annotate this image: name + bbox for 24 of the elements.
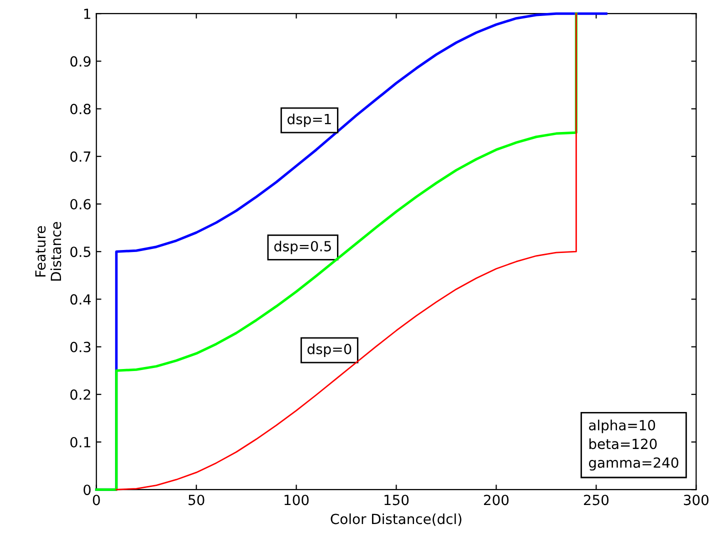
annotation: alpha=10 beta=120 gamma=240 <box>588 420 678 471</box>
x-tick-label: 50 <box>188 494 204 506</box>
series-label: dsp=1 <box>288 114 331 128</box>
series-label: dsp=0 <box>308 344 352 357</box>
y-tick-label: 1 <box>84 8 90 19</box>
x-tick-label: 100 <box>284 494 309 506</box>
y-tick-label: 0.5 <box>70 246 90 258</box>
y-tick-label: 0.2 <box>70 389 90 400</box>
y-tick-label: 0.4 <box>70 294 91 305</box>
y-tick-label: 0.8 <box>70 104 91 114</box>
x-tick-label: 150 <box>384 494 409 506</box>
x-tick-label: 250 <box>584 494 609 506</box>
x-tick-label: 200 <box>484 494 509 506</box>
y-axis-title: Feature Distance <box>35 222 62 281</box>
y-tick-label: 0.7 <box>70 151 90 162</box>
x-tick-label: 300 <box>684 494 708 506</box>
y-tick-label: 0.9 <box>70 56 91 67</box>
y-tick-label: 0.6 <box>70 198 91 210</box>
x-axis-title: Color Distance(dcl) <box>330 513 462 526</box>
x-tick-label: 0 <box>92 494 100 506</box>
y-tick-label: 0 <box>84 484 91 496</box>
y-tick-label: 0.1 <box>70 436 90 448</box>
y-tick-label: 0.3 <box>70 342 90 352</box>
series-label: dsp=0.5 <box>274 240 331 254</box>
